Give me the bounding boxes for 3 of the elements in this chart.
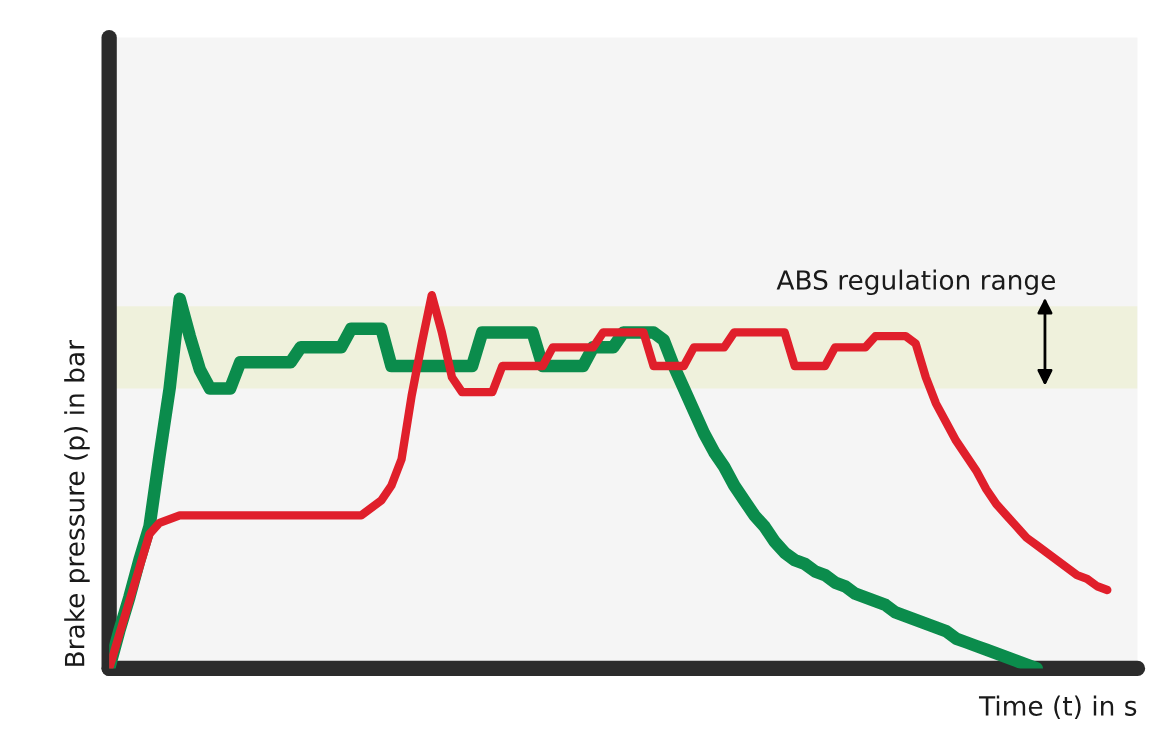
y-axis-title: Brake pressure (p) in bar — [64, 340, 90, 666]
band-label: ABS regulation range — [776, 269, 1055, 296]
x-axis-title: Time (t) in s — [978, 695, 1137, 719]
